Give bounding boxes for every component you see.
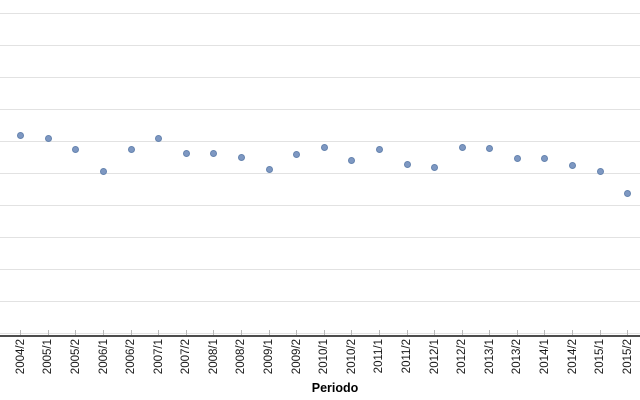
x-tick-label: 2014/2 xyxy=(566,339,579,375)
data-point[interactable] xyxy=(17,131,25,139)
data-point[interactable] xyxy=(210,149,218,157)
x-axis-tick xyxy=(323,330,325,335)
gridline xyxy=(0,140,640,142)
x-tick-label: 2013/1 xyxy=(483,339,496,375)
x-tick-label: 2010/1 xyxy=(318,339,331,375)
x-axis-title: Periodo xyxy=(311,381,359,395)
data-point[interactable] xyxy=(541,155,549,163)
x-axis-tick xyxy=(296,330,298,335)
data-point[interactable] xyxy=(155,134,163,142)
x-axis-tick xyxy=(351,330,353,335)
x-axis-tick xyxy=(599,330,601,335)
x-axis-tick xyxy=(158,330,160,335)
data-point[interactable] xyxy=(100,168,107,176)
plot-area xyxy=(0,12,640,337)
data-point[interactable] xyxy=(458,144,466,152)
gridline xyxy=(0,204,640,206)
x-tick-label: 2006/1 xyxy=(97,339,110,375)
data-point[interactable] xyxy=(375,146,383,153)
x-tick-label: 2015/2 xyxy=(621,339,634,375)
gridline xyxy=(0,108,640,110)
x-tick-label: 2011/2 xyxy=(401,339,413,374)
data-point[interactable] xyxy=(569,162,576,169)
gridline xyxy=(0,268,640,270)
gridline xyxy=(0,76,640,78)
x-axis-tick xyxy=(461,330,463,335)
x-axis-tick xyxy=(378,330,380,335)
x-axis-tick xyxy=(20,330,22,335)
x-tick-label: 2007/2 xyxy=(180,339,193,375)
x-axis-tick xyxy=(75,330,77,335)
x-tick-label: 2005/1 xyxy=(42,339,55,375)
x-tick-label: 2012/2 xyxy=(456,339,469,375)
x-tick-label: 2015/1 xyxy=(594,339,607,375)
x-tick-label: 2011/1 xyxy=(373,339,386,374)
x-tick-label: 2013/2 xyxy=(511,339,524,375)
x-axis-tick xyxy=(103,330,104,335)
x-axis-tick xyxy=(544,330,546,335)
data-point[interactable] xyxy=(182,149,190,157)
x-axis-tick xyxy=(627,330,629,335)
gridline xyxy=(0,300,640,302)
data-point[interactable] xyxy=(265,165,273,173)
data-point[interactable] xyxy=(127,145,135,153)
x-axis-tick xyxy=(240,330,242,335)
x-tick-label: 2008/1 xyxy=(207,339,220,375)
x-axis-tick xyxy=(572,330,573,335)
x-axis-tick xyxy=(516,330,518,335)
x-tick-label: 2009/2 xyxy=(290,339,303,375)
data-point[interactable] xyxy=(624,189,632,197)
x-axis-tick xyxy=(406,330,408,335)
gridline xyxy=(0,12,640,14)
x-tick-label: 2006/2 xyxy=(125,339,138,375)
data-point[interactable] xyxy=(237,154,245,161)
data-point[interactable] xyxy=(293,151,301,159)
data-point[interactable] xyxy=(513,154,521,162)
x-tick-label: 2009/1 xyxy=(263,339,275,375)
x-tick-label: 2010/2 xyxy=(345,339,358,375)
x-axis-tick xyxy=(213,330,215,335)
gridline xyxy=(0,44,640,46)
x-axis-tick xyxy=(47,330,49,335)
data-point[interactable] xyxy=(596,168,604,176)
x-axis-tick xyxy=(489,330,491,335)
x-tick-label: 2012/1 xyxy=(428,339,441,375)
x-axis-tick xyxy=(185,330,187,335)
gridline xyxy=(0,236,640,238)
data-point[interactable] xyxy=(44,135,52,143)
x-tick-label: 2008/2 xyxy=(235,339,248,375)
x-axis-tick xyxy=(130,330,132,335)
data-point[interactable] xyxy=(431,164,439,172)
x-tick-label: 2005/2 xyxy=(69,339,82,375)
data-point[interactable] xyxy=(486,145,494,153)
x-tick-label: 2014/1 xyxy=(538,339,551,375)
data-point[interactable] xyxy=(320,144,328,152)
x-tick-label: 2007/1 xyxy=(152,339,165,375)
data-point[interactable] xyxy=(403,160,411,168)
gridline xyxy=(0,172,640,174)
x-axis-line xyxy=(0,335,640,337)
data-point[interactable] xyxy=(348,156,356,164)
x-tick-label: 2004/2 xyxy=(14,339,27,375)
x-axis-tick xyxy=(434,330,436,335)
x-axis-tick xyxy=(268,330,270,335)
data-point[interactable] xyxy=(72,146,80,154)
gridline xyxy=(0,332,640,334)
